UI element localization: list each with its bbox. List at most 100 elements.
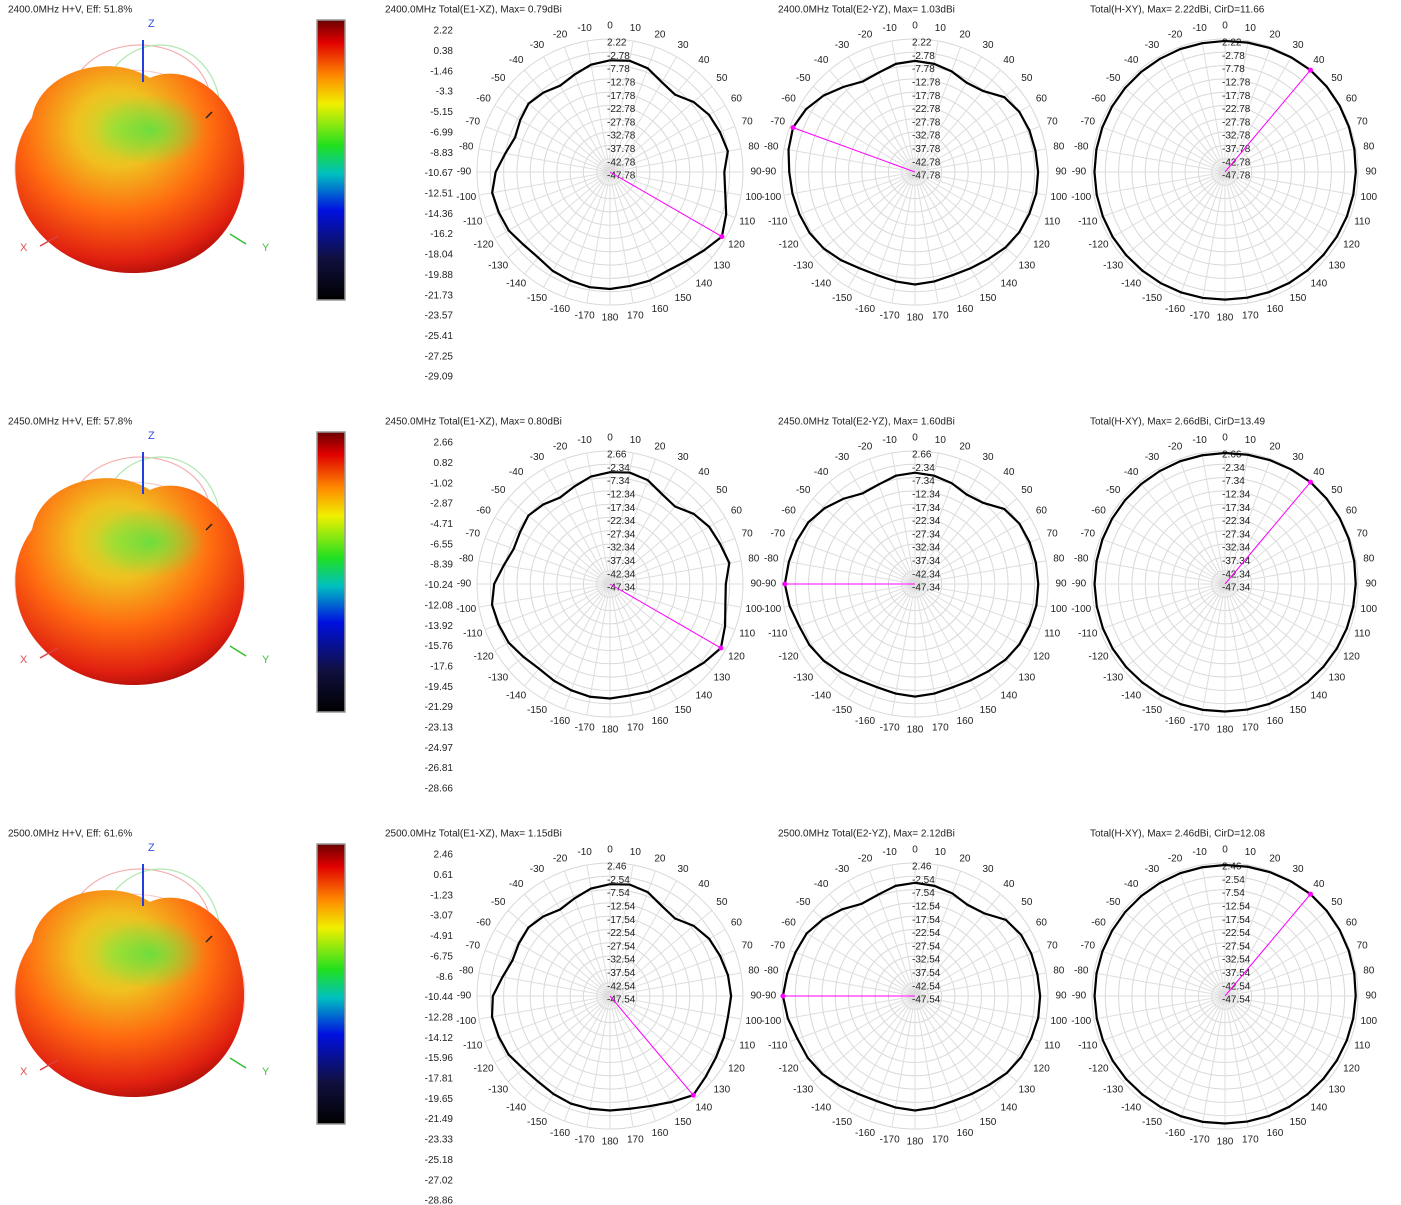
angle-label: 60 [731, 918, 743, 929]
colorbar-tick-label: -17.6 [430, 661, 453, 672]
angle-label: 10 [1245, 847, 1257, 858]
radial-tick-label: -27.34 [1222, 529, 1251, 540]
colorbar [317, 844, 345, 1124]
angle-label: 120 [728, 1064, 745, 1075]
angle-label: 40 [1003, 55, 1015, 66]
angle-label: -170 [880, 1134, 900, 1145]
radial-tick-label: -37.34 [607, 556, 636, 567]
angle-label: 160 [957, 1128, 974, 1139]
angle-label: -110 [768, 1041, 788, 1052]
angle-label: -50 [1106, 897, 1121, 908]
angle-label: -110 [768, 629, 788, 640]
colorbar-tick-label: -19.88 [425, 270, 454, 281]
angle-label: 0 [912, 21, 918, 32]
angle-label: -30 [1145, 40, 1160, 51]
angle-label: -50 [796, 485, 811, 496]
angle-label: -60 [476, 506, 491, 517]
angle-label: 180 [907, 313, 924, 324]
polar-title: 2450.0MHz Total(E2-YZ), Max= 1.60dBi [778, 417, 955, 428]
colorbar-tick-label: -21.73 [425, 290, 454, 301]
angle-label: 100 [745, 192, 762, 203]
pattern-title: 2450.0MHz H+V, Eff: 57.8% [8, 417, 132, 428]
angle-label: -120 [474, 1064, 494, 1075]
radial-tick-label: -12.54 [607, 902, 636, 913]
max-point [1308, 68, 1313, 73]
colorbar-tick-label: -8.39 [430, 560, 453, 571]
colorbar-tick-label: -25.18 [425, 1155, 454, 1166]
colorbar-tick-label: 0.61 [434, 870, 454, 881]
radial-tick-label: -37.78 [912, 144, 941, 155]
radial-tick-label: -42.78 [912, 157, 941, 168]
colorbar-tick-label: -23.13 [425, 723, 454, 734]
angle-label: -10 [882, 435, 897, 446]
colorbar-tick-label: -1.23 [430, 890, 453, 901]
angle-label: -70 [1081, 117, 1096, 128]
radial-tick-label: -17.78 [912, 91, 941, 102]
angle-label: 130 [1018, 1084, 1035, 1095]
angle-label: -90 [1072, 579, 1087, 590]
angle-label: 140 [1001, 1102, 1018, 1113]
radial-tick-label: -17.34 [607, 503, 636, 514]
angle-label: 60 [731, 94, 743, 105]
colorbar-tick-label: -29.09 [425, 372, 454, 383]
angle-label: 0 [607, 433, 613, 444]
angle-label: 120 [728, 240, 745, 251]
angle-label: 150 [1290, 293, 1307, 304]
colorbar-tick-label: -27.02 [425, 1175, 454, 1186]
colorbar-tick-label: -2.87 [430, 499, 453, 510]
angle-label: -160 [1165, 304, 1185, 315]
angle-label: -90 [457, 167, 472, 178]
radial-tick-label: -22.78 [912, 104, 941, 115]
angle-label: -120 [779, 1064, 799, 1075]
angle-label: 0 [607, 21, 613, 32]
angle-label: 170 [932, 1134, 949, 1145]
angle-label: 80 [1053, 965, 1065, 976]
angle-label: -170 [1190, 722, 1210, 733]
angle-label: -170 [575, 722, 595, 733]
max-point [790, 125, 795, 130]
angle-label: -130 [1103, 1084, 1123, 1095]
colorbar-tick-label: -8.83 [430, 148, 453, 159]
radial-tick-label: -37.54 [607, 968, 636, 979]
colorbar-tick-label: -19.65 [425, 1094, 454, 1105]
angle-label: 120 [1343, 240, 1360, 251]
axis-label: X [20, 1066, 28, 1078]
radial-tick-label: -27.34 [607, 529, 636, 540]
angle-label: -30 [835, 452, 850, 463]
radial-tick-label: -22.34 [912, 516, 941, 527]
axis-label: Z [148, 842, 155, 854]
radial-tick-label: -17.78 [607, 91, 636, 102]
radial-tick-label: -32.34 [607, 543, 636, 554]
colorbar-tick-label: -4.91 [430, 931, 453, 942]
angle-label: -90 [1072, 991, 1087, 1002]
angle-label: 110 [739, 629, 755, 640]
colorbar-tick-label: -6.55 [430, 539, 453, 550]
angle-label: -130 [793, 260, 813, 271]
angle-label: -100 [456, 192, 476, 203]
angle-label: 110 [739, 1041, 755, 1052]
angle-label: -110 [463, 217, 483, 228]
angle-label: -20 [858, 441, 873, 452]
radial-tick-label: -27.54 [912, 941, 941, 952]
angle-label: -140 [811, 278, 831, 289]
angle-label: 80 [748, 553, 760, 564]
angle-label: -40 [509, 55, 524, 66]
angle-label: 180 [1217, 313, 1234, 324]
colorbar-tick-label: -14.36 [425, 209, 454, 220]
radial-tick-label: 2.66 [607, 450, 627, 461]
angle-label: 90 [1055, 991, 1067, 1002]
angle-label: -40 [509, 467, 524, 478]
angle-label: -140 [1121, 1102, 1141, 1113]
angle-label: 140 [1001, 690, 1018, 701]
angle-label: 70 [1047, 529, 1059, 540]
angle-label: -170 [575, 1134, 595, 1145]
angle-label: 20 [654, 29, 666, 40]
angle-label: -130 [1103, 672, 1123, 683]
max-point [782, 582, 787, 587]
angle-label: -20 [553, 441, 568, 452]
angle-label: 20 [1269, 853, 1281, 864]
angle-label: -170 [880, 310, 900, 321]
angle-label: 170 [1242, 310, 1259, 321]
angle-label: -140 [1121, 278, 1141, 289]
antenna-report: 2400.0MHz H+V, Eff: 51.8%XYZ2.220.38-1.4… [0, 0, 1401, 1205]
